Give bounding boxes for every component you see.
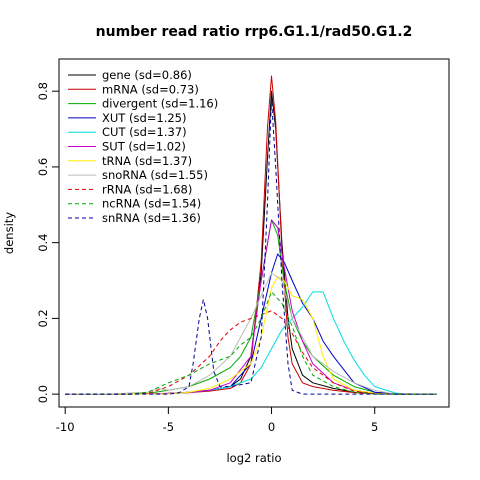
legend: gene (sd=0.86)mRNA (sd=0.73)divergent (s… bbox=[68, 68, 218, 225]
x-axis-label: log2 ratio bbox=[226, 451, 281, 465]
y-tick-label: 0.2 bbox=[36, 309, 50, 327]
legend-entry-label: rRNA (sd=1.68) bbox=[102, 182, 192, 196]
legend-entry-label: SUT (sd=1.02) bbox=[102, 140, 186, 154]
x-tick-label: 5 bbox=[371, 420, 378, 434]
series-line-10 bbox=[65, 98, 437, 395]
series-line-8 bbox=[65, 310, 437, 395]
series-line-6 bbox=[65, 276, 437, 395]
chart-title: number read ratio rrp6.G1.1/rad50.G1.2 bbox=[96, 24, 413, 40]
legend-entry-label: CUT (sd=1.37) bbox=[102, 125, 187, 139]
series-line-9 bbox=[65, 291, 437, 395]
legend-entry-label: snRNA (sd=1.36) bbox=[102, 211, 201, 225]
series-line-7 bbox=[65, 272, 437, 395]
x-tick-label: -10 bbox=[56, 420, 75, 434]
y-tick-label: 0.0 bbox=[36, 385, 50, 403]
legend-entry-label: tRNA (sd=1.37) bbox=[102, 154, 192, 168]
x-tick-label: 0 bbox=[268, 420, 275, 434]
series-layer bbox=[65, 75, 437, 395]
y-tick-label: 0.4 bbox=[36, 234, 50, 252]
legend-entry-label: mRNA (sd=0.73) bbox=[102, 82, 199, 96]
y-axis-label: density bbox=[2, 212, 16, 254]
y-tick-label: 0.6 bbox=[36, 158, 50, 176]
legend-entry-label: gene (sd=0.86) bbox=[102, 68, 192, 82]
y-axis: 0.0 0.2 0.4 0.6 0.8 bbox=[36, 82, 59, 403]
x-axis: -10 -5 0 5 bbox=[56, 407, 378, 434]
legend-entry-label: snoRNA (sd=1.55) bbox=[102, 168, 208, 182]
legend-entry-label: XUT (sd=1.25) bbox=[102, 111, 186, 125]
y-tick-label: 0.8 bbox=[36, 82, 50, 100]
legend-entry-label: divergent (sd=1.16) bbox=[102, 97, 218, 111]
x-tick-label: -5 bbox=[163, 420, 174, 434]
plot-frame bbox=[58, 58, 450, 408]
legend-entry-label: ncRNA (sd=1.54) bbox=[102, 197, 201, 211]
